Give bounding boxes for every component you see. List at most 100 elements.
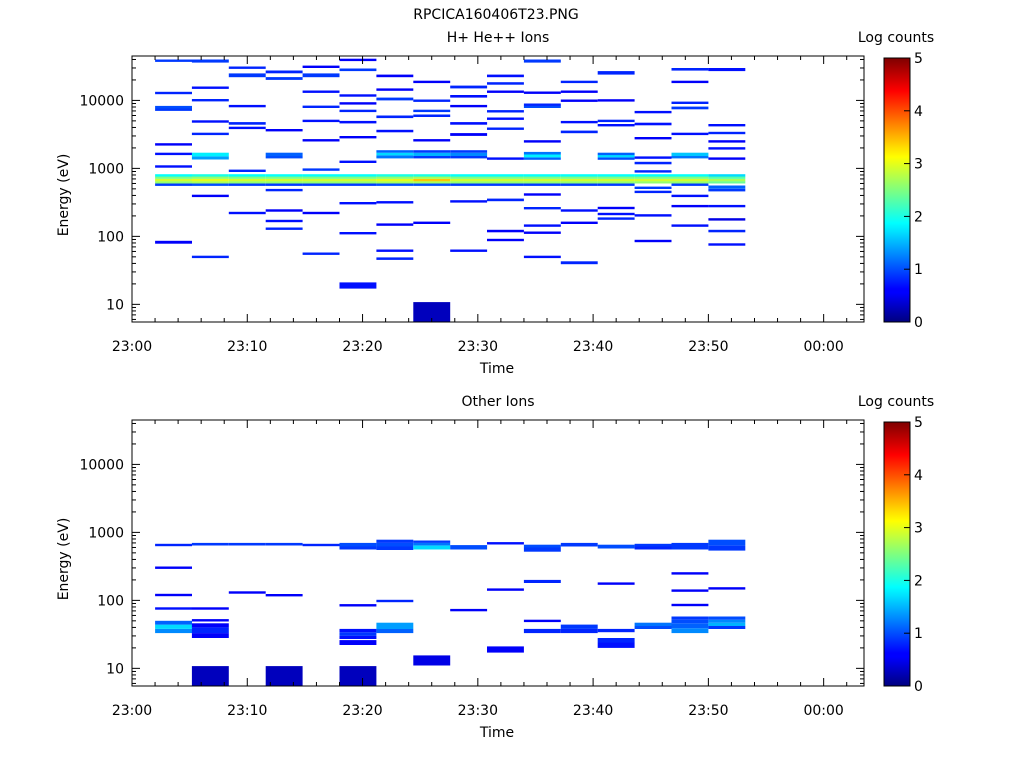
spectrogram-cell <box>376 249 414 252</box>
spectrogram-cell <box>671 132 709 136</box>
spectrogram-cell <box>376 628 414 634</box>
spectrogram-cell <box>450 249 488 252</box>
spectrogram-cell <box>671 176 709 179</box>
spectrogram-cell <box>376 201 414 204</box>
spectrogram-cell <box>708 147 746 150</box>
spectrogram-cell <box>302 139 340 142</box>
spectrogram-cell <box>523 547 561 552</box>
spectrogram-cell <box>560 80 598 84</box>
spectrogram-cell <box>302 178 340 182</box>
spectrogram-cell <box>523 628 561 634</box>
spectrogram-cell <box>302 181 340 184</box>
spectrogram-cell <box>708 174 746 177</box>
colorbar-tick-label: 3 <box>914 521 923 537</box>
spectrogram-cell <box>155 91 192 95</box>
spectrogram-cell <box>191 132 229 136</box>
x-tick-label: 23:20 <box>342 339 382 355</box>
spectrogram-cell <box>302 65 340 68</box>
spectrogram-cell <box>302 252 340 255</box>
spectrogram-cell <box>450 183 488 186</box>
spectrogram-cell <box>634 137 672 140</box>
spectrogram-cell <box>302 543 340 547</box>
spectrogram-cell <box>560 624 598 629</box>
spectrogram-cell <box>634 546 672 550</box>
spectrogram-cell <box>191 633 229 638</box>
spectrogram-cell <box>376 152 414 156</box>
colorbar-tick-label: 5 <box>914 51 923 67</box>
spectrogram-cell <box>339 102 377 105</box>
spectrogram-cell <box>671 628 709 634</box>
panel-title: Other Ions <box>461 394 534 410</box>
spectrogram-cell <box>523 59 561 63</box>
spectrogram-cell <box>487 588 524 591</box>
y-tick-label: 100 <box>97 593 124 609</box>
x-tick-label: 23:20 <box>342 703 382 719</box>
spectrogram-cell <box>155 178 192 182</box>
spectrogram-cell <box>339 640 377 645</box>
spectrogram-cell <box>265 176 303 179</box>
colorbar-tick-label: 5 <box>914 415 923 431</box>
spectrogram-cell <box>450 152 488 156</box>
spectrogram-cell <box>228 591 266 594</box>
spectrogram-cell <box>265 178 303 182</box>
spectrogram-cell <box>376 546 414 550</box>
spectrogram-cell <box>560 130 598 134</box>
spectrogram-cell <box>339 635 377 639</box>
colorbar-tick-label: 2 <box>914 209 923 225</box>
spectrogram-cell <box>228 104 266 108</box>
spectrogram-cell <box>228 178 266 182</box>
spectrogram-cell <box>376 257 414 260</box>
spectrogram-cell <box>671 106 709 110</box>
figure-title: RPCICA160406T23.PNG <box>413 7 578 23</box>
spectrogram-cell <box>450 85 488 89</box>
plot-frame <box>131 55 865 323</box>
spectrogram-cell <box>708 176 746 179</box>
spectrogram-cell <box>339 181 377 184</box>
spectrogram-cell <box>560 90 598 93</box>
spectrogram-cell <box>671 204 709 208</box>
spectrogram-cell <box>191 156 229 160</box>
spectrogram-cell <box>450 181 488 184</box>
spectrogram-cell <box>487 229 524 233</box>
y-tick-label: 10000 <box>79 93 124 109</box>
spectrogram-cell <box>708 204 746 208</box>
spectrogram-cell <box>302 183 340 186</box>
spectrogram-cell <box>487 127 524 130</box>
spectrogram-cell <box>634 543 672 547</box>
spectrogram-cell <box>191 59 229 63</box>
spectrogram-cell <box>339 542 377 547</box>
spectrogram-cell <box>155 624 192 629</box>
y-axis-label: Energy (eV) <box>56 518 72 601</box>
spectrogram-cell <box>450 174 488 177</box>
colorbar-tick-label: 3 <box>914 157 923 173</box>
spectrogram-cell <box>191 627 229 634</box>
spectrogram-cell <box>191 194 229 198</box>
spectrogram-cell <box>671 101 709 104</box>
spectrogram-cell <box>339 632 377 636</box>
spectrogram-cell <box>413 99 451 102</box>
spectrogram-cell <box>708 229 746 233</box>
spectrogram-cell <box>708 68 746 72</box>
y-tick-label: 10 <box>106 297 124 313</box>
spectrogram-cell <box>265 227 303 230</box>
spectrogram-cell <box>523 207 561 210</box>
spectrogram-cell <box>376 150 414 153</box>
spectrogram-cell <box>191 178 229 182</box>
spectrogram-cell <box>339 174 377 177</box>
spectrogram-cell <box>191 542 229 546</box>
y-tick-label: 10000 <box>79 457 124 473</box>
spectrogram-cell <box>339 628 377 633</box>
spectrogram-cell <box>265 181 303 184</box>
spectrogram-cell <box>597 71 635 75</box>
spectrogram-cell <box>339 160 377 163</box>
spectrogram-cell <box>634 156 672 159</box>
spectrogram-cell <box>228 73 266 78</box>
spectrogram-cell <box>523 224 561 227</box>
spectrogram-cell <box>634 178 672 182</box>
spectrogram-cell <box>560 221 598 224</box>
spectrogram-cell <box>339 183 377 186</box>
colorbar-tick-label: 0 <box>914 315 923 331</box>
spectrogram-cell <box>671 572 709 575</box>
spectrogram-cell <box>597 174 635 177</box>
